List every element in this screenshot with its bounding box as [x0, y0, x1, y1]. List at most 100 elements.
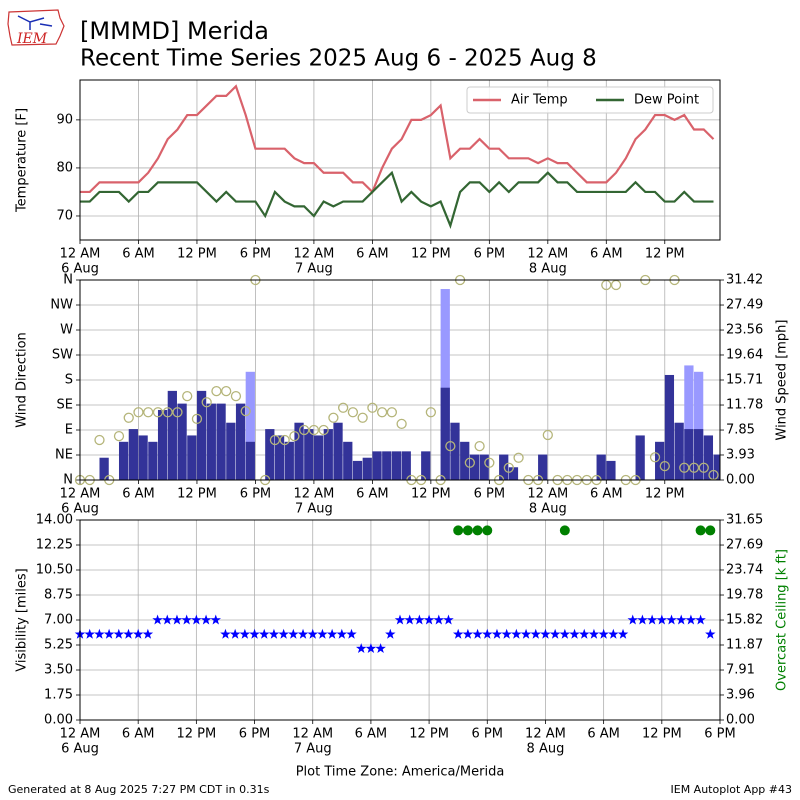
y-tick-label: 3.50	[44, 663, 73, 678]
y-tick-label: 80	[56, 160, 73, 175]
star-point	[288, 628, 299, 639]
y-tick-label: 0.00	[44, 713, 73, 728]
x-tick-date: 6 Aug	[61, 502, 99, 517]
star-point	[617, 628, 629, 639]
bar	[304, 429, 314, 480]
star-point	[598, 628, 609, 639]
star-point	[278, 628, 289, 639]
y-tick-label: N	[63, 273, 73, 288]
circle-point	[182, 390, 193, 402]
y-tick-label: 5.25	[44, 638, 73, 653]
x-tick-label: 12 AM	[294, 247, 335, 262]
x-tick-date: 7 Aug	[295, 502, 333, 517]
bar	[479, 454, 489, 480]
star-point	[404, 614, 415, 625]
bar	[694, 429, 704, 480]
y-tick-label: NE	[55, 448, 73, 463]
y2-tick-label: 11.87	[726, 637, 763, 652]
plot-area	[80, 84, 715, 229]
bar	[391, 451, 402, 480]
star-point	[191, 614, 202, 625]
star-point	[249, 628, 260, 639]
x-tick-date: 8 Aug	[529, 262, 567, 277]
star-point	[705, 628, 716, 639]
y-tick-label: 90	[56, 112, 73, 127]
line	[80, 84, 715, 194]
star-point	[94, 628, 105, 639]
circle-point	[337, 402, 349, 413]
star-point	[549, 628, 561, 639]
circle-point	[659, 460, 670, 472]
star-point	[152, 614, 163, 625]
star-point	[501, 628, 512, 639]
panel: 12 AM 6 AM 12 PM 6 PM 12 AM 6 AM 12 PM 6 PM 12 A…	[15, 79, 721, 277]
bar	[226, 422, 236, 480]
y2-tick-label: 31.65	[726, 513, 763, 528]
x-tick-label: 6 PM	[239, 727, 270, 742]
subtitle: Recent Time Series 2025 Aug 6 - 2025 Aug…	[80, 46, 597, 72]
bar	[440, 387, 450, 480]
frame	[79, 279, 721, 481]
y2-tick-label: 19.78	[726, 588, 763, 603]
bar	[118, 441, 129, 480]
x-tick-label: 6 AM	[356, 247, 389, 262]
x-tick-label: 12 AM	[527, 487, 568, 502]
circle-point	[240, 405, 251, 417]
y2-tick-label: 0.00	[726, 713, 755, 728]
star-point	[675, 614, 687, 625]
y-axis-label: Visibility [miles]	[15, 568, 30, 671]
dot-point	[482, 525, 493, 536]
y-tick-label: 7.00	[44, 613, 73, 628]
bar	[177, 403, 187, 480]
x-tick-label: 6 AM	[587, 727, 620, 742]
circle-point	[610, 279, 622, 291]
star-point	[579, 628, 590, 639]
star-point	[637, 614, 648, 625]
y2-tick-label: 23.74	[726, 562, 763, 577]
circle-point	[386, 407, 398, 418]
star-point	[171, 614, 183, 625]
star-point	[132, 628, 144, 639]
x-tick-label: 12 PM	[645, 487, 685, 502]
circle-point	[347, 407, 359, 418]
circle-point	[211, 385, 222, 397]
y2-tick-label: 0.00	[726, 473, 755, 488]
x-tick-label: 12 PM	[177, 487, 217, 502]
x-tick-label: 6 AM	[355, 727, 388, 742]
star-point	[375, 643, 386, 654]
x-tick-label: 6 AM	[122, 487, 155, 502]
footer-left: Generated at 8 Aug 2025 7:27 PM CDT in 0…	[8, 783, 270, 796]
star-point	[588, 628, 600, 639]
plot-area	[99, 289, 720, 480]
circle-point	[649, 452, 661, 463]
y-tick-label: W	[60, 323, 73, 338]
line	[80, 170, 714, 229]
bar	[157, 409, 168, 480]
circle-point	[221, 385, 232, 397]
star-point	[559, 628, 571, 639]
y-tick-label: 70	[56, 208, 73, 223]
bar	[508, 467, 519, 480]
star-point	[210, 614, 221, 625]
x-tick-label: 6 AM	[122, 727, 155, 742]
star-point	[307, 628, 318, 639]
y2-tick-label: 11.78	[726, 398, 763, 413]
circle-point	[688, 462, 700, 473]
frame	[79, 79, 721, 241]
circle-point	[123, 412, 134, 423]
bar	[138, 435, 148, 480]
y2-tick-label: 7.91	[726, 663, 755, 678]
bar	[713, 454, 720, 480]
bar	[343, 441, 353, 480]
bar	[333, 422, 343, 480]
star-point	[443, 614, 454, 625]
star-point	[414, 614, 425, 625]
y-tick-label: E	[65, 423, 73, 438]
circle-point	[484, 457, 495, 468]
y2-tick-label: 7.85	[726, 423, 755, 438]
circle-point	[308, 424, 320, 436]
star-point	[162, 614, 173, 625]
circle-point	[172, 407, 183, 418]
circle-point	[133, 407, 144, 418]
star-point	[346, 628, 357, 639]
